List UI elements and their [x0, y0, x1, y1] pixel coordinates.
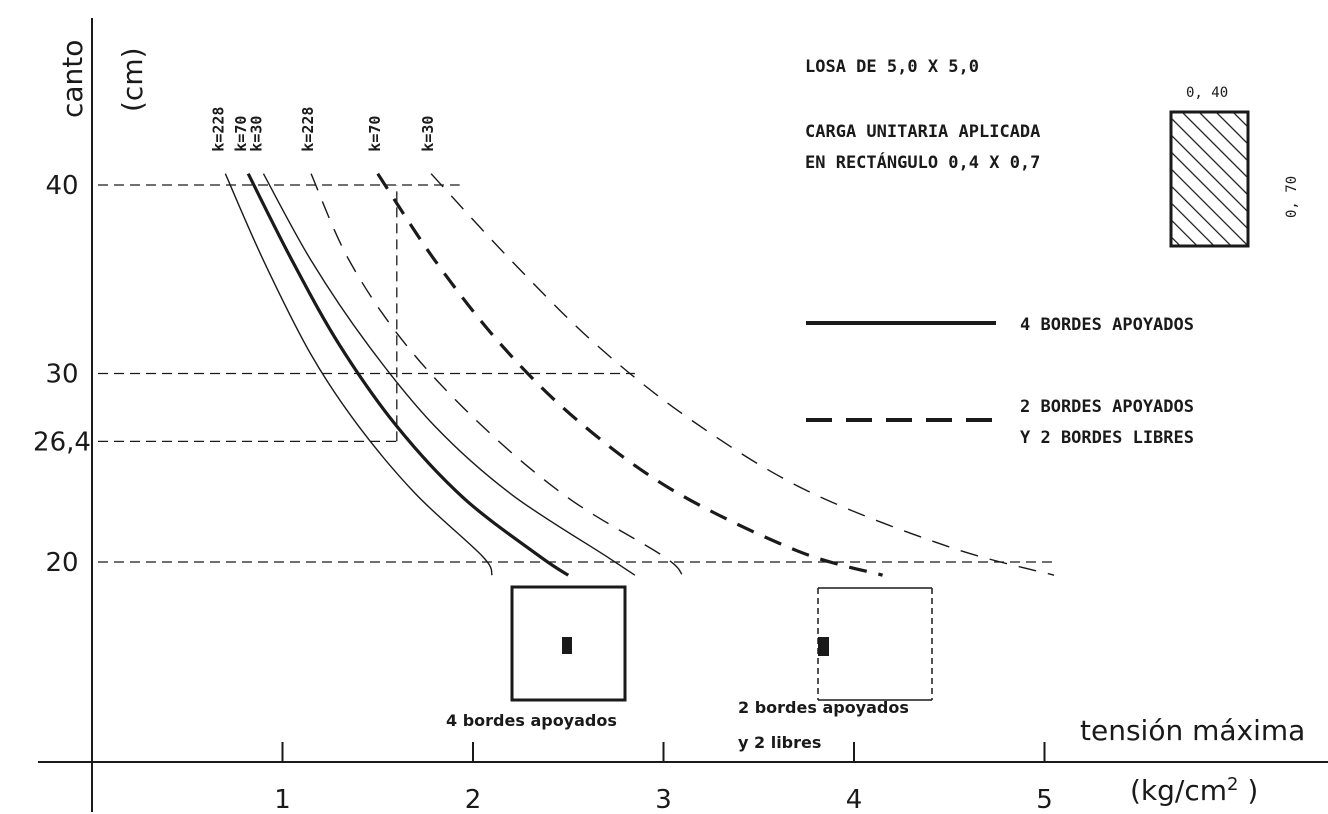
y-tick-label: 20 [45, 548, 78, 578]
x-axis-unit-end: ) [1238, 774, 1258, 807]
curve-label: k=30 [247, 116, 265, 152]
load-rectangle [1169, 110, 1250, 248]
curve-dashed-thin [430, 173, 1055, 576]
curve-solid-thick [246, 172, 570, 577]
x-tick-label: 3 [655, 785, 672, 814]
x-axis-unit-sup: 2 [1227, 774, 1238, 795]
curve-label: k=70 [366, 116, 384, 152]
diagram-four-edges-load [562, 637, 572, 654]
load-rect-width-label: 0, 40 [1186, 85, 1228, 101]
note-load: CARGA UNITARIA APLICADA [805, 122, 1040, 142]
x-tick-label: 1 [274, 785, 291, 814]
legend-dashed-label-1: 2 BORDES APOYADOS [1020, 397, 1194, 417]
curve-dashed-thin [310, 173, 684, 576]
ticks: 1 2 3 4 5 20 26,4 30 40 [33, 171, 1053, 814]
x-tick-label: 4 [846, 785, 863, 814]
curve-solid-thin [262, 173, 636, 576]
y-axis-unit: (cm) [116, 47, 149, 112]
x-tick-label: 5 [1036, 785, 1053, 814]
y-tick-label: 30 [45, 360, 78, 390]
diagram-two-edges-caption-2: y 2 libres [738, 733, 821, 752]
load-rect-height-label: 0, 70 [1284, 176, 1300, 218]
curve-solid-thin [224, 173, 493, 576]
curve-dashed-thick [376, 172, 884, 577]
note-rectangle: EN RECTÁNGULO 0,4 X 0,7 [805, 151, 1040, 173]
curve-label: k=228 [299, 107, 317, 152]
x-tick-label: 2 [465, 785, 482, 814]
diagram-two-edges-load [818, 637, 829, 656]
note-slab-size: LOSA DE 5,0 X 5,0 [805, 57, 979, 77]
x-axis-label: tensión máxima [1080, 714, 1305, 747]
curve-label: k=30 [419, 116, 437, 152]
diagram-two-edges-caption-1: 2 bordes apoyados [738, 698, 909, 717]
diagram-four-edges-caption: 4 bordes apoyados [446, 711, 617, 730]
reference-lines [98, 184, 1055, 563]
curve-label: k=70 [232, 116, 250, 152]
y-axis-label: canto [56, 40, 89, 118]
x-axis-unit: (kg/cm2 ) [1130, 774, 1258, 807]
diagram-four-edges [510, 585, 627, 702]
legend-dashed-label-2: Y 2 BORDES LIBRES [1020, 428, 1194, 448]
legend-solid-label: 4 BORDES APOYADOS [1020, 315, 1194, 335]
x-axis-unit-base: (kg/cm [1130, 774, 1227, 807]
curve-label: k=228 [209, 107, 227, 152]
curves [224, 172, 1055, 577]
y-tick-label: 26,4 [33, 427, 91, 457]
y-tick-label: 40 [45, 171, 78, 201]
curve-labels: k=228 k=70k=30 k=228 k=70 k=30 [209, 107, 437, 152]
